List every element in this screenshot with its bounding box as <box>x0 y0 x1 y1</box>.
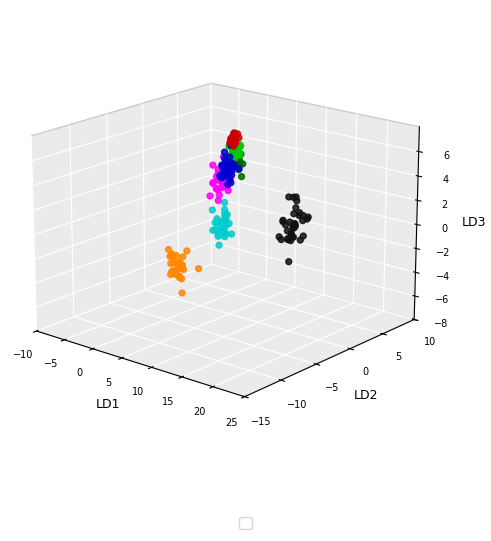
Legend:  <box>239 517 252 529</box>
X-axis label: LD1: LD1 <box>96 398 121 411</box>
Y-axis label: LD2: LD2 <box>354 390 379 403</box>
